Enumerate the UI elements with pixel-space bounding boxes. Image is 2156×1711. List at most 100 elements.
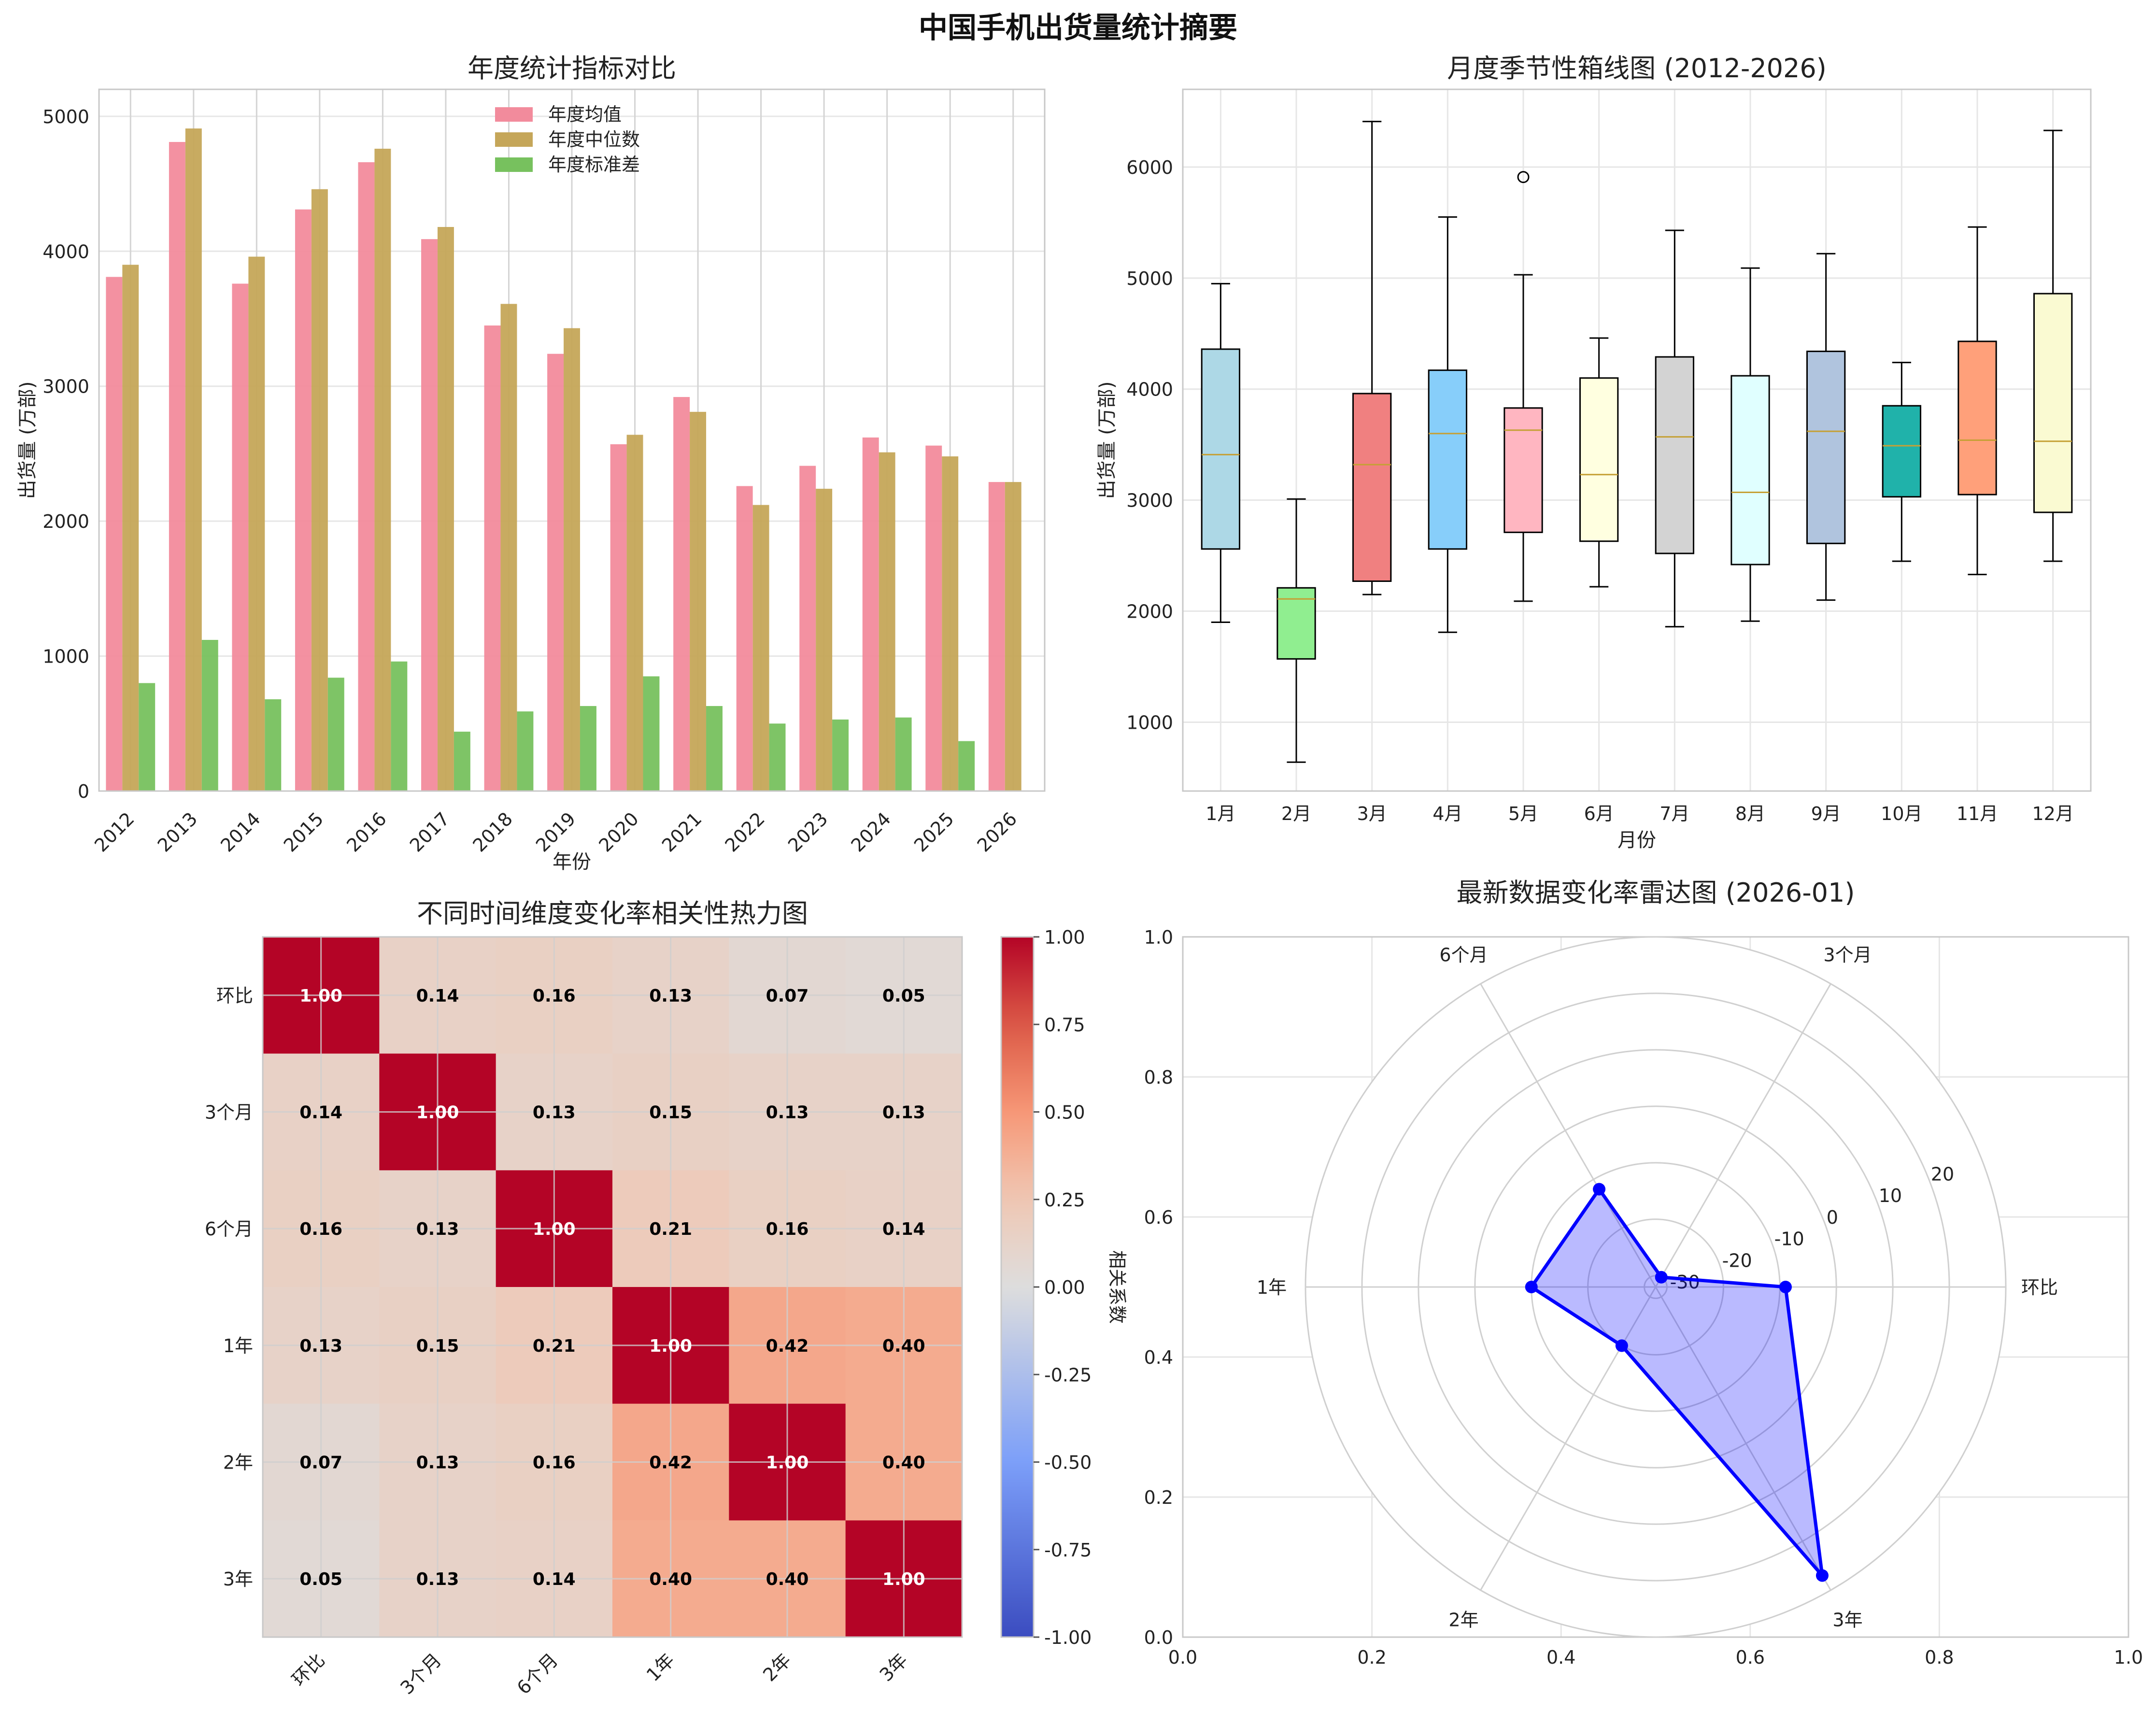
x-tick-label: 2月 <box>1281 803 1311 824</box>
heatmap-value: 1.00 <box>299 986 342 1006</box>
x-tick-label: 11月 <box>1957 803 1998 824</box>
radar-r-tick-label: -20 <box>1722 1250 1752 1271</box>
x-tick-label: 2020 <box>595 808 643 856</box>
heatmap-value: 0.16 <box>533 986 576 1006</box>
heatmap-value: 0.14 <box>533 1570 576 1589</box>
bar-年度标准差 <box>265 699 282 791</box>
radar-spoke <box>1655 983 1831 1287</box>
radar-r-tick-label: 10 <box>1879 1185 1902 1206</box>
bar-年度标准差 <box>517 711 534 791</box>
bar-年度标准差 <box>706 706 723 791</box>
chart-title: 最新数据变化率雷达图 (2026-01) <box>1457 877 1855 908</box>
bar-年度均值 <box>169 141 185 792</box>
x-tick-label: 2014 <box>216 808 265 856</box>
x-tick-label: 0.6 <box>1736 1647 1765 1668</box>
x-tick-label: 2022 <box>721 808 769 856</box>
box-body <box>1579 377 1619 542</box>
heatmap-value: 0.40 <box>649 1570 692 1589</box>
radar-axis-label: 3个月 <box>1823 945 1872 966</box>
y-tick-label: 3000 <box>1126 490 1173 511</box>
monthly-seasonal-boxplot: 1000 2000 3000 4000 5000 6000 1月 2月 3月 4月 5月 6月 7月 8月… <box>1096 53 2092 851</box>
colorbar-tick-label: 0.25 <box>1044 1189 1085 1211</box>
bar-年度中位数 <box>500 304 517 791</box>
figure-suptitle: 中国手机出货量统计摘要 <box>919 11 1237 45</box>
radar-spoke <box>1480 1287 1657 1591</box>
bar-年度标准差 <box>454 732 470 791</box>
bar-年度均值 <box>421 239 438 791</box>
bar-年度均值 <box>862 437 879 791</box>
bar-年度标准差 <box>769 723 786 791</box>
y-tick-label: 3年 <box>223 1569 253 1590</box>
bar-年度标准差 <box>895 717 912 791</box>
bar-年度中位数 <box>122 265 139 791</box>
x-tick-label: 0.0 <box>1168 1647 1197 1668</box>
y-tick-label: 环比 <box>216 985 253 1006</box>
y-tick-label: 6000 <box>1126 157 1173 178</box>
bar-年度中位数 <box>311 189 328 791</box>
heatmap-value: 0.21 <box>533 1336 576 1356</box>
bar-年度均值 <box>673 397 690 791</box>
bar-年度标准差 <box>958 741 975 791</box>
y-tick-label: 3000 <box>43 376 89 397</box>
axes-frame <box>1182 88 2092 792</box>
bar-年度均值 <box>799 466 816 791</box>
bar-年度中位数 <box>374 148 391 791</box>
x-tick-label: 3个月 <box>396 1649 445 1698</box>
box-body <box>1655 356 1695 554</box>
colorbar-tick-label: -0.25 <box>1044 1364 1092 1386</box>
x-tick-label: 2016 <box>342 808 391 856</box>
box-body <box>1730 375 1770 566</box>
x-tick-label: 1年 <box>642 1649 679 1685</box>
heatmap-value: 0.07 <box>766 986 809 1006</box>
colorbar-tick-label: -0.50 <box>1044 1452 1092 1473</box>
y-tick-label: 1年 <box>223 1335 253 1357</box>
bar-年度中位数 <box>942 456 959 791</box>
box-body <box>1428 369 1468 550</box>
heatmap-value: 1.00 <box>766 1453 809 1473</box>
radar-spoke <box>1480 983 1657 1287</box>
x-tick-label: 8月 <box>1735 803 1765 824</box>
heatmap-value: 0.13 <box>766 1103 809 1123</box>
x-tick-label: 3月 <box>1357 803 1387 824</box>
bar-年度标准差 <box>832 719 849 791</box>
y-tick-label: 4000 <box>43 241 89 262</box>
bar-年度中位数 <box>879 452 895 791</box>
bar-年度中位数 <box>1005 482 1021 791</box>
bar-年度中位数 <box>248 256 265 791</box>
x-axis-label: 月份 <box>1617 829 1656 851</box>
bar-年度均值 <box>988 482 1005 791</box>
x-tick-label: 2012 <box>90 808 139 856</box>
heatmap-value: 0.16 <box>299 1219 342 1239</box>
bar-年度标准差 <box>391 661 408 791</box>
bar-年度标准差 <box>327 678 344 791</box>
y-tick-label: 0.2 <box>1144 1487 1173 1508</box>
annual-stats-bar-chart: 0 1000 2000 3000 4000 5000 2012 2013 2014 2015 201… <box>16 53 1046 873</box>
box-body <box>1957 340 1997 495</box>
heatmap-value: 0.05 <box>299 1570 342 1589</box>
x-tick-label: 0.8 <box>1925 1647 1954 1668</box>
heatmap-value: 0.13 <box>533 1103 576 1123</box>
x-tick-label: 5月 <box>1508 803 1538 824</box>
y-tick-label: 6个月 <box>205 1218 253 1240</box>
legend-swatch <box>495 132 533 147</box>
legend-label: 年度标准差 <box>548 154 640 175</box>
radar-r-tick-label: -10 <box>1774 1229 1804 1250</box>
radar-axis-label: 环比 <box>2021 1277 2058 1298</box>
y-tick-label: 2000 <box>1126 601 1173 622</box>
x-tick-label: 2021 <box>658 808 706 856</box>
heatmap-value: 1.00 <box>882 1570 925 1589</box>
heatmap-value: 0.13 <box>882 1103 925 1123</box>
heatmap-value: 0.14 <box>882 1219 925 1239</box>
colorbar-tick-label: -1.00 <box>1044 1627 1092 1648</box>
heatmap-value: 0.16 <box>766 1219 809 1239</box>
y-tick-label: 1000 <box>1126 712 1173 733</box>
heatmap-value: 0.21 <box>649 1219 692 1239</box>
box-flier <box>1517 171 1530 184</box>
chart-title: 不同时间维度变化率相关性热力图 <box>417 898 808 929</box>
x-tick-label: 4月 <box>1433 803 1462 824</box>
bar-年度标准差 <box>139 683 156 791</box>
y-tick-label: 3个月 <box>205 1102 253 1123</box>
y-axis-label: 出货量 (万部) <box>1096 382 1118 499</box>
